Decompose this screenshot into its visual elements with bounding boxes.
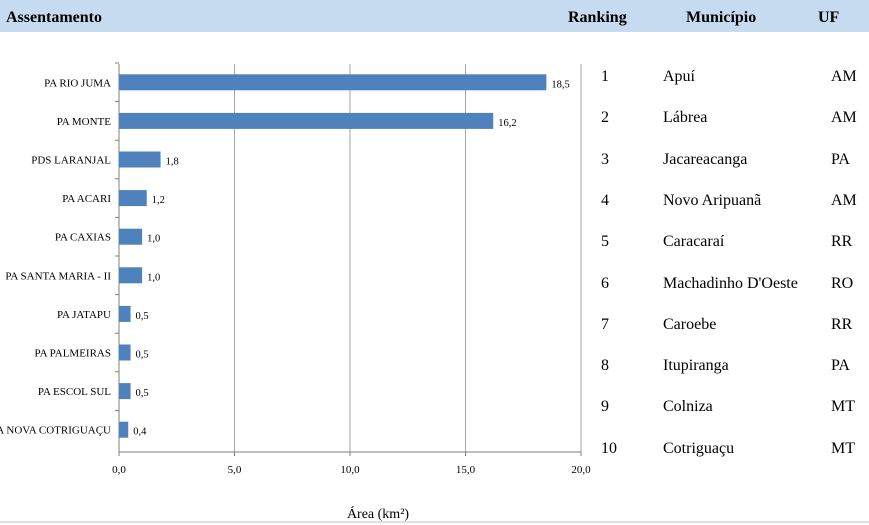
value-label: 0,5 [136, 311, 149, 322]
category-label: PDS LARANJAL [31, 155, 111, 167]
x-tick-label: 20,0 [571, 464, 591, 476]
uf-cell: RR [831, 315, 853, 333]
municipio-cell: Caracaraí [663, 233, 725, 251]
uf-cell: MT [831, 398, 855, 416]
uf-cell: AM [831, 68, 857, 85]
municipio-cell: Machadinho D'Oeste [663, 274, 798, 292]
ranking-cell: 3 [601, 150, 609, 168]
category-label: PA JATAPU [57, 309, 111, 321]
header-uf: UF [818, 9, 840, 26]
bar [119, 151, 161, 168]
municipio-cell: Novo Aripuanã [663, 191, 762, 209]
header-municipio: Município [686, 9, 757, 26]
x-tick-label: 0,0 [112, 464, 126, 476]
x-tick-label: 15,0 [456, 464, 476, 476]
ranking-cell: 7 [601, 315, 609, 333]
value-label: 18,5 [551, 79, 569, 90]
municipio-cell: Colniza [663, 398, 713, 416]
category-label: PA ACARI [62, 193, 111, 205]
ranking-cell: 4 [601, 191, 609, 209]
ranking-cell: 1 [601, 68, 609, 85]
ranking-cell: 9 [601, 398, 609, 416]
value-label: 16,2 [498, 118, 516, 129]
value-label: 0,5 [136, 388, 149, 399]
value-label: 1,0 [147, 272, 160, 283]
bar [119, 112, 494, 129]
ranking-cell: 8 [601, 357, 609, 375]
municipio-cell: Apuí [663, 68, 695, 85]
bar [119, 74, 547, 91]
municipio-cell: Cotriguaçu [663, 439, 735, 457]
header-bar [0, 0, 869, 32]
municipio-cell: Jacareacanga [663, 150, 748, 168]
x-tick-label: 10,0 [340, 464, 360, 476]
category-label: PA ESCOL SUL [38, 386, 111, 398]
bar [119, 305, 131, 322]
municipio-cell: Lábrea [663, 109, 708, 127]
category-label: PA MONTE [57, 116, 112, 128]
value-label: 1,8 [166, 157, 179, 168]
bar [119, 267, 143, 284]
category-label: PA SANTA MARIA - II [5, 270, 111, 282]
bottom-divider [0, 521, 869, 523]
uf-cell: RR [831, 233, 853, 251]
uf-cell: AM [831, 109, 857, 127]
category-label: PA PALMEIRAS [34, 348, 111, 360]
municipio-cell: Caroebe [663, 315, 717, 333]
x-tick-label: 5,0 [228, 464, 242, 476]
value-label: 0,5 [136, 350, 149, 361]
bar [119, 228, 143, 245]
bar [119, 190, 147, 207]
uf-cell: RO [831, 274, 854, 292]
municipio-cell: Itupiranga [663, 357, 729, 375]
ranking-cell: 6 [601, 274, 609, 292]
bar [119, 344, 131, 361]
header-assentamento: Assentamento [6, 9, 102, 26]
value-label: 1,2 [152, 195, 165, 206]
value-label: 1,0 [147, 234, 160, 245]
bar [119, 383, 131, 400]
uf-cell: PA [831, 357, 850, 375]
uf-cell: AM [831, 191, 857, 209]
header-ranking: Ranking [568, 9, 627, 26]
category-label: PA NOVA COTRIGUAÇU [0, 425, 111, 437]
ranking-cell: 10 [601, 439, 617, 457]
value-label: 0,4 [133, 427, 147, 438]
ranking-cell: 2 [601, 109, 609, 127]
uf-cell: PA [831, 150, 850, 168]
ranking-cell: 5 [601, 233, 609, 251]
category-label: PA RIO JUMA [44, 77, 111, 89]
x-axis-title: Área (km²) [347, 505, 409, 522]
category-label: PA CAXIAS [55, 232, 111, 244]
uf-cell: MT [831, 439, 855, 457]
bar [119, 421, 129, 438]
